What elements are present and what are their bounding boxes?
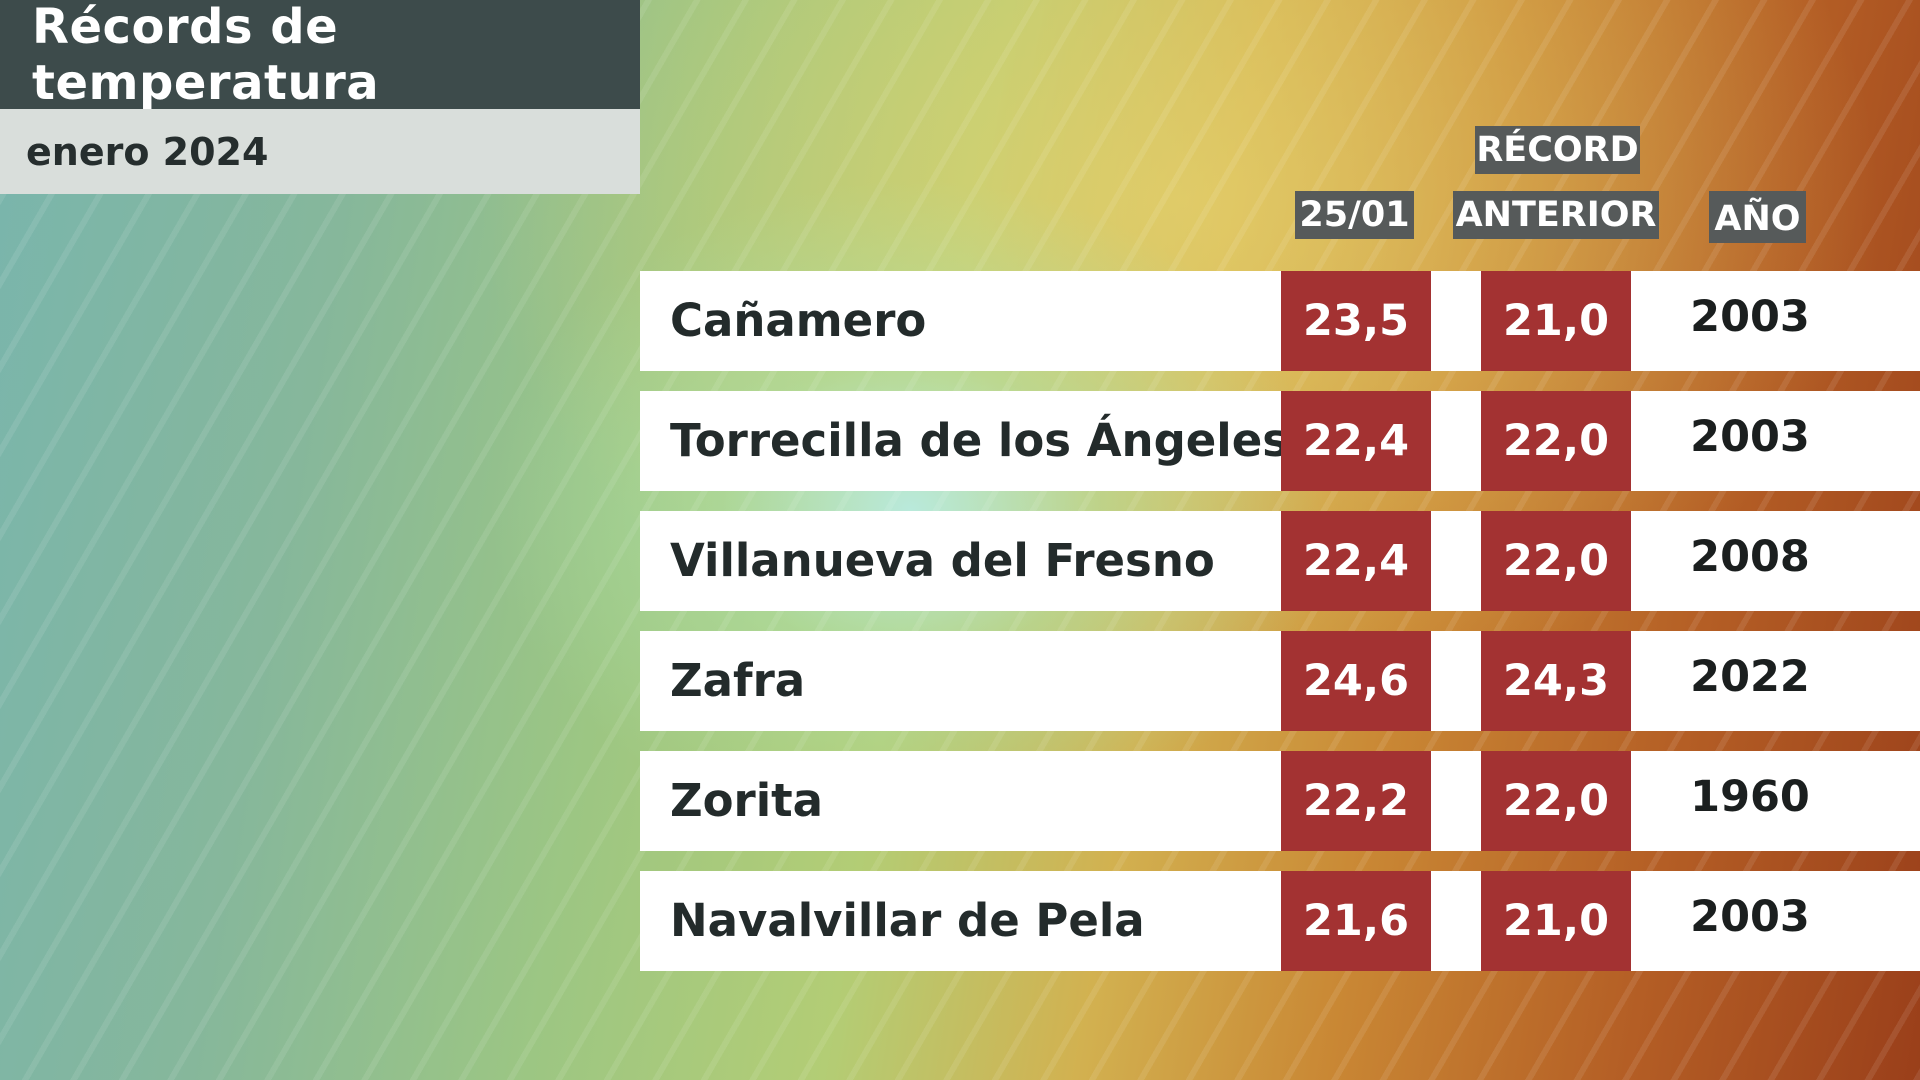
page-title: Récords de temperatura [0, 0, 640, 111]
row-previous-record: 22,0 [1481, 511, 1631, 611]
header-record-line1: RÉCORD [1475, 126, 1640, 174]
row-station-name: Torrecilla de los Ángeles [670, 414, 1290, 467]
row-station-name: Zafra [670, 654, 806, 707]
row-previous-record: 21,0 [1481, 871, 1631, 971]
row-previous-record: 21,0 [1481, 271, 1631, 371]
row-station-name: Zorita [670, 774, 824, 827]
row-today-value: 21,6 [1281, 871, 1431, 971]
page-subtitle: enero 2024 [0, 109, 640, 194]
row-record-year: 2008 [1690, 532, 1810, 582]
table-row: Navalvillar de Pela 21,6 21,0 2003 [640, 871, 1920, 971]
header-date: 25/01 [1295, 191, 1414, 239]
row-record-year: 1960 [1690, 772, 1810, 822]
row-today-value: 22,4 [1281, 391, 1431, 491]
row-today-value: 22,4 [1281, 511, 1431, 611]
row-previous-record: 22,0 [1481, 751, 1631, 851]
row-station-name: Villanueva del Fresno [670, 534, 1215, 587]
row-today-value: 23,5 [1281, 271, 1431, 371]
page-subtitle-text: enero 2024 [26, 129, 269, 174]
row-record-year: 2003 [1690, 892, 1810, 942]
table-row: Cañamero 23,5 21,0 2003 [640, 271, 1920, 371]
page-title-text: Récords de temperatura [32, 0, 380, 111]
row-previous-record: 22,0 [1481, 391, 1631, 491]
row-previous-record: 24,3 [1481, 631, 1631, 731]
row-today-value: 22,2 [1281, 751, 1431, 851]
header-record-line2: ANTERIOR [1453, 191, 1659, 239]
table-row: Zorita 22,2 22,0 1960 [640, 751, 1920, 851]
row-record-year: 2003 [1690, 412, 1810, 462]
header-year: AÑO [1709, 191, 1806, 243]
table-row: Villanueva del Fresno 22,4 22,0 2008 [640, 511, 1920, 611]
table-row: Zafra 24,6 24,3 2022 [640, 631, 1920, 731]
table-row: Torrecilla de los Ángeles 22,4 22,0 2003 [640, 391, 1920, 491]
row-record-year: 2022 [1690, 652, 1810, 702]
row-station-name: Navalvillar de Pela [670, 894, 1145, 947]
row-today-value: 24,6 [1281, 631, 1431, 731]
row-record-year: 2003 [1690, 292, 1810, 342]
row-station-name: Cañamero [670, 294, 927, 347]
